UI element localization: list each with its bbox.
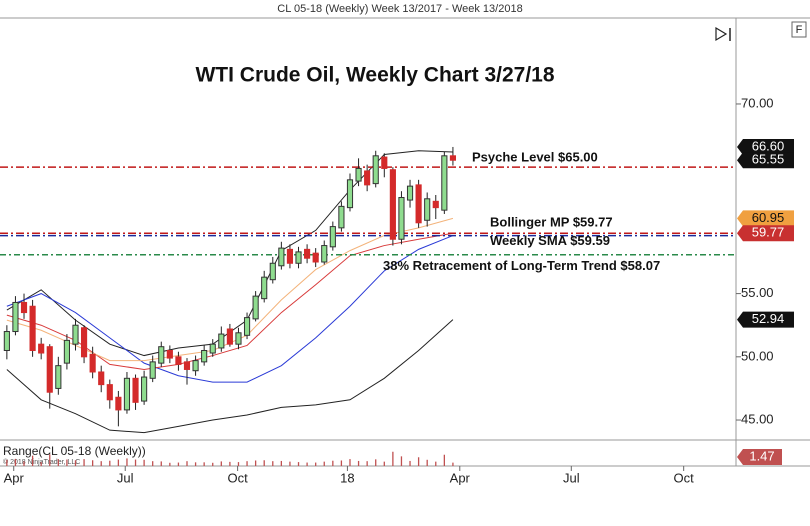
play-icon[interactable] <box>715 26 731 42</box>
candle-body <box>29 305 36 351</box>
play-triangle[interactable] <box>715 26 728 42</box>
copyright: © 2018 NinjaTrader, LLC <box>3 458 80 466</box>
candle-body <box>372 155 379 185</box>
candle-body <box>441 155 448 211</box>
candle-body <box>218 333 225 349</box>
price-label: 52.94 <box>752 311 785 326</box>
candle-body <box>432 200 439 209</box>
chart-title: WTI Crude Oil, Weekly Chart 3/27/18 <box>195 64 554 87</box>
x-tick-label: Apr <box>4 470 25 485</box>
candle-body <box>269 262 276 281</box>
f-button[interactable] <box>791 21 807 38</box>
level-label: Weekly SMA $59.59 <box>490 233 610 248</box>
candle-body <box>389 169 396 240</box>
f-button-label[interactable]: F <box>796 24 803 36</box>
candle-body <box>192 360 199 372</box>
candle-body <box>106 384 113 401</box>
candle-body <box>243 317 251 336</box>
x-tick-label: 18 <box>340 470 354 485</box>
candle-body <box>295 251 302 264</box>
candle-body <box>55 365 62 389</box>
candle-body <box>12 301 19 333</box>
y-tick-label: 50.00 <box>741 348 774 363</box>
candle-body <box>46 346 53 393</box>
x-tick-label: Oct <box>227 470 248 485</box>
price-label-box <box>737 225 794 242</box>
candle-body <box>415 184 422 224</box>
candle-body <box>381 156 388 169</box>
indicator-line <box>6 235 454 383</box>
y-tick-label: 45.00 <box>741 411 774 426</box>
level-label: Psyche Level $65.00 <box>472 150 598 165</box>
candle-body <box>38 343 45 354</box>
candle-body <box>201 349 208 363</box>
x-tick-label: Apr <box>450 470 471 485</box>
candle-body <box>141 376 148 402</box>
price-label-box <box>737 210 794 227</box>
candle-body <box>321 245 328 263</box>
candle-body <box>355 167 362 182</box>
candle-body <box>278 247 285 267</box>
price-label-box <box>737 152 794 169</box>
candle-body <box>364 170 371 186</box>
candle-body <box>261 276 268 300</box>
candle-body <box>158 346 165 364</box>
price-label-box <box>737 138 794 155</box>
candle-body <box>166 349 173 359</box>
candle-body <box>89 353 96 373</box>
candle-body <box>123 377 131 411</box>
candle-body <box>424 198 431 221</box>
candle-body <box>63 339 70 364</box>
candle-body <box>98 371 105 386</box>
candle-body <box>398 197 405 240</box>
candle-body <box>286 248 294 264</box>
candle-body <box>115 396 122 411</box>
price-label: 66.60 <box>752 138 785 153</box>
candle-body <box>149 361 156 379</box>
range-value-label: 1.47 <box>749 448 774 463</box>
header: CL 05-18 (Weekly) Week 13/2017 - Week 13… <box>277 3 522 15</box>
candle-body <box>3 331 10 351</box>
price-label: 59.77 <box>752 225 785 240</box>
range-value-box <box>737 449 782 465</box>
candle-body <box>406 185 414 201</box>
price-label: 65.55 <box>752 152 785 167</box>
price-label-box <box>737 311 794 328</box>
x-tick-label: Oct <box>674 470 695 485</box>
candle-body <box>312 252 319 263</box>
x-tick-label: Jul <box>117 470 134 485</box>
candle-body <box>226 328 233 345</box>
candle-body <box>20 301 28 314</box>
candle-body <box>338 205 345 229</box>
level-label: 38% Retracement of Long-Term Trend $58.0… <box>383 258 660 273</box>
candle-body <box>449 155 456 161</box>
candle-body <box>304 248 311 259</box>
y-tick-label: 70.00 <box>741 95 774 110</box>
candle-body <box>329 226 336 248</box>
indicator-line <box>6 319 454 434</box>
candle-body <box>235 332 242 345</box>
candle-body <box>183 361 191 370</box>
price-label: 60.95 <box>752 210 785 225</box>
range-panel-label: Range(CL 05-18 (Weekly)) <box>3 444 146 458</box>
y-tick-label: 55.00 <box>741 285 774 300</box>
candle-body <box>132 377 139 403</box>
candle-body <box>72 324 79 345</box>
level-label: Bollinger MP $59.77 <box>490 215 613 230</box>
candle-body <box>346 179 354 209</box>
candle-body <box>209 343 216 354</box>
candle-body <box>252 295 259 320</box>
x-tick-label: Jul <box>563 470 580 485</box>
candle-body <box>175 356 182 365</box>
candle-body <box>80 327 88 358</box>
